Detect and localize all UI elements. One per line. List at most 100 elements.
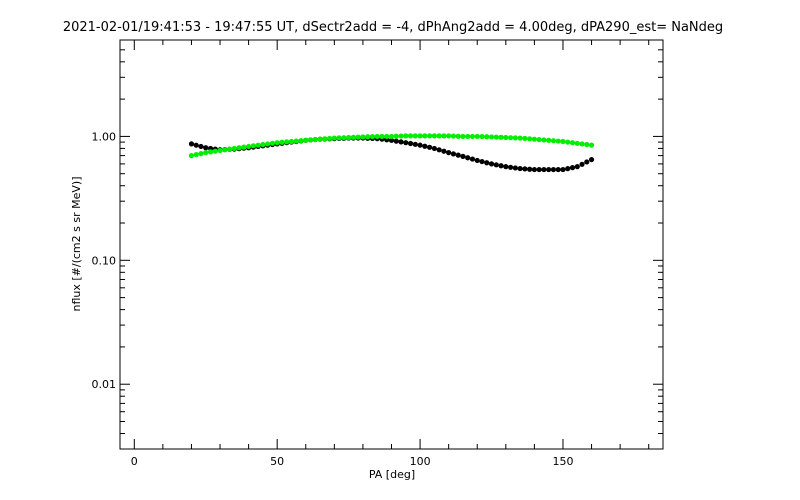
data-point-fill [522,135,528,142]
data-point-fill [498,163,504,169]
data-point-fill [436,147,442,153]
data-point-fill [269,140,276,146]
data-point-fill [479,158,485,165]
data-point-fill [493,162,499,168]
data-point-fill [207,149,214,155]
data-point-fill [255,142,261,148]
data-point [588,142,595,148]
data-point-fill [536,136,542,143]
data-point-fill [536,166,542,173]
data-point-fill [298,138,304,144]
data-point-fill [279,139,285,145]
data-point [360,134,366,140]
data-point [488,161,495,167]
data-point-fill [550,166,557,173]
data-point-fill [293,138,299,144]
data-point-fill [579,141,585,147]
x-tick-label: 0 [131,455,138,468]
data-point-fill [469,156,476,162]
data-point [188,141,195,147]
data-point [574,140,580,146]
data-point [388,133,395,140]
data-point [446,150,452,156]
data-point-fill [469,133,476,140]
data-point [460,133,466,140]
data-point [331,135,337,141]
data-point-fill [393,133,399,139]
data-point [531,166,537,173]
data-point-fill [407,133,414,139]
data-point-fill [527,136,533,142]
x-axis-label: PA [deg] [369,468,415,481]
data-point [474,157,480,164]
data-point-fill [307,137,314,143]
data-point [374,133,380,140]
data-point-fill [365,134,371,140]
data-point-fill [422,133,428,139]
data-point-fill [284,139,290,145]
data-point-fill [427,133,433,139]
x-tick-label: 100 [410,455,431,468]
data-point-fill [565,139,571,145]
data-point-fill [507,164,514,170]
data-point-fill [507,135,514,141]
data-point-fill [484,160,490,166]
data-point [188,153,195,159]
data-point [203,145,209,151]
data-point [260,141,266,148]
data-point [288,138,295,145]
data-point-fill [312,136,318,143]
x-tick-label: 50 [270,455,284,468]
data-point-fill [441,148,447,154]
series-2 [188,133,595,159]
data-point [546,166,552,173]
data-point [246,143,252,150]
data-point-fill [441,133,447,139]
data-point-fill [450,133,457,139]
data-point [203,150,209,156]
data-point-fill [541,137,547,143]
data-point-fill [465,155,471,161]
data-point [588,156,595,163]
data-point-fill [436,133,442,139]
data-point-fill [355,134,361,140]
chart-title: 2021-02-01/19:41:53 - 19:47:55 UT, dSect… [63,20,723,35]
data-point-fill [193,142,199,148]
data-point-fill [569,165,576,171]
data-point-fill [226,146,233,152]
y-axis: 0.01 0.10 1.00 [92,39,663,450]
data-point-fill [450,151,457,157]
data-point [560,166,566,173]
data-point [517,165,523,172]
data-point [231,145,237,152]
data-point-fill [222,147,228,153]
data-point-fill [569,140,576,146]
data-point-fill [555,138,561,144]
data-point-fill [465,133,471,140]
data-point-fill [565,166,571,172]
data-point-fill [584,141,590,148]
data-point [403,133,409,139]
data-point [446,133,452,139]
data-point [431,145,437,152]
data-point-fill [250,143,256,149]
data-point-fill [427,144,433,150]
data-point-fill [341,135,347,141]
series-layer [188,133,595,173]
data-point-fill [336,135,342,141]
data-point-fill [493,134,499,140]
data-point-fill [193,152,199,158]
data-point-fill [550,138,557,144]
plot-frame [119,39,664,450]
data-point [560,138,566,145]
data-point [503,134,509,141]
data-point-fill [236,145,242,151]
data-point [274,140,280,146]
data-point-fill [422,143,428,149]
data-point-fill [512,165,518,171]
data-point-fill [393,138,399,144]
data-point-fill [522,166,528,172]
data-point [388,137,395,143]
data-point-fill [212,148,218,154]
